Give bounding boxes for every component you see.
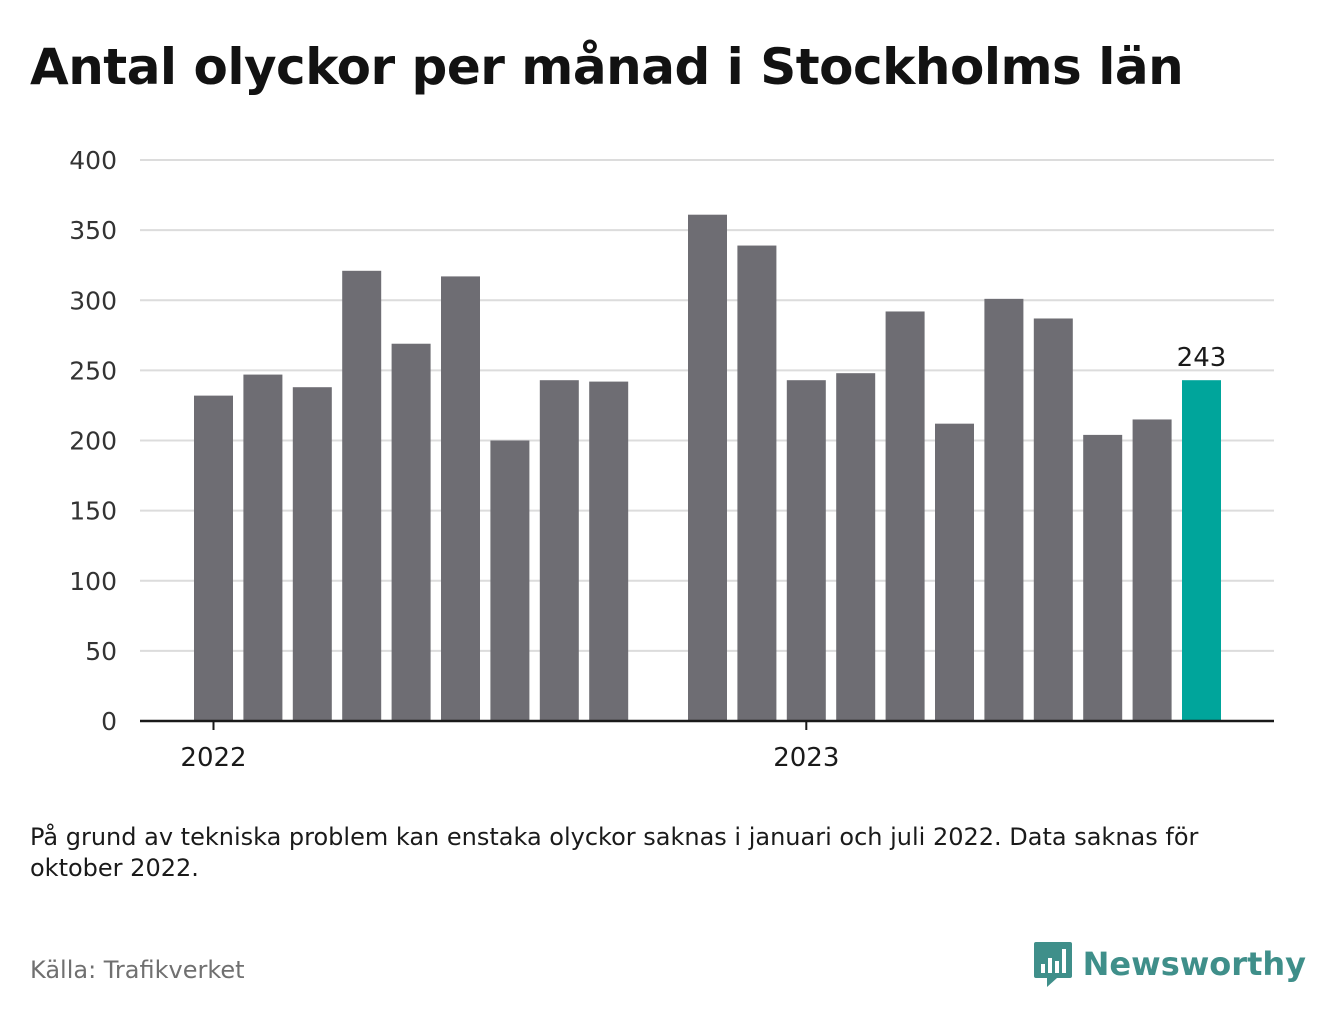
- y-tick-label: 300: [69, 286, 117, 315]
- bar: [342, 270, 382, 721]
- bar: [1132, 419, 1172, 721]
- data-labels: 243: [1177, 343, 1227, 373]
- brand-logo: Newsworthy: [1033, 940, 1306, 988]
- bar: [935, 423, 974, 721]
- y-axis-ticks: 0 50 100 150 200 250 300 350 400: [69, 146, 117, 736]
- bar: [688, 214, 727, 721]
- bar-chart: 0 50 100 150 200 250 300 350 400 243 2022 2023: [69, 146, 1274, 773]
- y-tick-label: 150: [69, 497, 117, 526]
- source-credit: Källa: Trafikverket: [30, 956, 245, 984]
- y-tick-label: 200: [69, 427, 117, 456]
- y-tick-label: 350: [69, 216, 117, 245]
- bar: [1033, 318, 1073, 721]
- bar: [786, 380, 826, 721]
- bar: [292, 387, 332, 721]
- x-tick-label: 2022: [180, 743, 246, 773]
- x-axis: 2022 2023: [140, 719, 1274, 773]
- y-tick-label: 100: [69, 567, 117, 596]
- data-label: 243: [1177, 343, 1227, 373]
- chart-title: Antal olyckor per månad i Stockholms län: [30, 38, 1184, 96]
- bar: [737, 245, 777, 721]
- bar: [1083, 434, 1123, 721]
- brand-name: Newsworthy: [1082, 945, 1306, 983]
- bar: [589, 381, 629, 721]
- bars: [194, 214, 1221, 721]
- y-tick-label: 250: [69, 356, 117, 385]
- y-tick-label: 50: [85, 637, 117, 666]
- bar: [836, 373, 876, 721]
- bar: [539, 380, 579, 721]
- bar: [243, 374, 283, 721]
- bar: [441, 276, 480, 721]
- newsworthy-logo-icon: [1033, 942, 1072, 987]
- chart-note: På grund av tekniska problem kan enstaka…: [30, 823, 1199, 882]
- bar: [391, 343, 431, 721]
- bar: [194, 395, 233, 721]
- y-tick-label: 0: [101, 707, 117, 736]
- y-tick-label: 400: [69, 146, 117, 175]
- bar: [984, 298, 1024, 721]
- bar: [1182, 380, 1221, 721]
- x-tick-label: 2023: [773, 743, 839, 773]
- bar: [490, 440, 530, 721]
- bar: [885, 311, 925, 721]
